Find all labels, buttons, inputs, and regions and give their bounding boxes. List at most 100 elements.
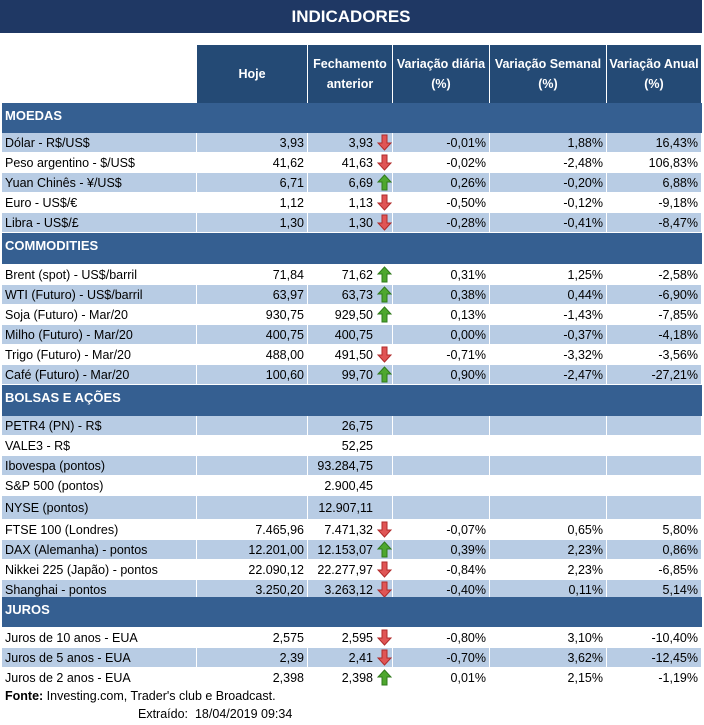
cell-label: Libra - US$/£	[2, 213, 197, 232]
arrow-down-icon	[376, 520, 393, 539]
cell-fech: 52,25	[341, 438, 373, 453]
cell-dia: -0,50%	[393, 193, 490, 212]
cell-ano: 0,86%	[607, 540, 702, 559]
cell-sem	[490, 496, 607, 519]
cell-sem: 3,10%	[490, 628, 607, 647]
arrow-up-icon	[376, 173, 393, 192]
arrow-up-icon	[376, 265, 393, 284]
arrow-cell	[376, 496, 393, 519]
arrow-up-icon	[376, 365, 393, 384]
cell-label: Shanghai - pontos	[2, 580, 197, 599]
header-variacao-diaria: Variação diária (%)	[393, 45, 490, 103]
arrow-cell	[376, 456, 393, 475]
table-row: Yuan Chinês - ¥/US$ 6,71 6,69 0,26% -0,20% 6,…	[2, 173, 702, 192]
cell-label: Soja (Futuro) - Mar/20	[2, 305, 197, 324]
cell-dia: -0,02%	[393, 153, 490, 172]
cell-dia: -0,40%	[393, 580, 490, 599]
cell-sem: 0,44%	[490, 285, 607, 304]
cell-hoje: 3.250,20	[197, 580, 308, 599]
cell-dia: -0,28%	[393, 213, 490, 232]
table-row: Shanghai - pontos 3.250,20 3.263,12 -0,40% 0…	[2, 580, 702, 599]
table-row: Ibovespa (pontos) 93.284,75	[2, 456, 702, 475]
cell-label: Juros de 10 anos - EUA	[2, 628, 197, 647]
cell-sem: 2,23%	[490, 560, 607, 579]
cell-ano: -10,40%	[607, 628, 702, 647]
cell-dia: 0,31%	[393, 265, 490, 284]
cell-sem: -0,41%	[490, 213, 607, 232]
cell-sem	[490, 416, 607, 435]
arrow-cell	[376, 325, 393, 344]
cell-dia: -0,07%	[393, 520, 490, 539]
cell-label: FTSE 100 (Londres)	[2, 520, 197, 539]
cell-hoje	[197, 496, 308, 519]
cell-hoje: 12.201,00	[197, 540, 308, 559]
cell-ano: -6,90%	[607, 285, 702, 304]
cell-sem: -0,37%	[490, 325, 607, 344]
cell-ano: -9,18%	[607, 193, 702, 212]
arrow-cell	[376, 476, 393, 495]
cell-fech: 2.900,45	[324, 478, 373, 493]
cell-sem	[490, 476, 607, 495]
cell-fech: 2,595	[341, 630, 373, 645]
cell-fech: 6,69	[308, 173, 376, 192]
cell-label: Milho (Futuro) - Mar/20	[2, 325, 197, 344]
table-row: Café (Futuro) - Mar/20 100,60 99,70 0,90% -2…	[2, 365, 702, 384]
cell-dia	[393, 436, 490, 455]
cell-hoje: 2,575	[197, 628, 308, 647]
arrow-up-icon	[376, 668, 393, 687]
cell-ano: -8,47%	[607, 213, 702, 232]
arrow-up-icon	[376, 305, 393, 324]
arrow-down-icon	[376, 648, 393, 667]
table-row: Soja (Futuro) - Mar/20 930,75 929,50 0,13% -…	[2, 305, 702, 324]
cell-sem: 1,25%	[490, 265, 607, 284]
header-variacao-semanal: Variação Semanal (%)	[490, 45, 607, 103]
table-row: Juros de 10 anos - EUA 2,575 2,595 -0,80% 3,…	[2, 628, 702, 647]
table-row: VALE3 - R$ 52,25	[2, 436, 702, 455]
cell-hoje	[197, 476, 308, 495]
cell-hoje: 6,71	[197, 173, 308, 192]
cell-hoje	[197, 456, 308, 475]
cell-fech: 99,70	[308, 365, 376, 384]
table-row: FTSE 100 (Londres) 7.465,96 7.471,32 -0,07%…	[2, 520, 702, 539]
arrow-down-icon	[376, 580, 393, 599]
footer-source: Fonte: Investing.com, Trader's club e Br…	[5, 689, 276, 703]
cell-sem: 0,65%	[490, 520, 607, 539]
table-row: Juros de 5 anos - EUA 2,39 2,41 -0,70% 3,62%…	[2, 648, 702, 667]
cell-dia: -0,70%	[393, 648, 490, 667]
cell-ano: 5,80%	[607, 520, 702, 539]
source-label: Fonte:	[5, 689, 44, 703]
cell-hoje: 71,84	[197, 265, 308, 284]
cell-dia	[393, 456, 490, 475]
cell-sem: 2,23%	[490, 540, 607, 559]
table-row: WTI (Futuro) - US$/barril 63,97 63,73 0,38%…	[2, 285, 702, 304]
cell-label: Juros de 5 anos - EUA	[2, 648, 197, 667]
cell-label: PETR4 (PN) - R$	[2, 416, 197, 435]
cell-hoje: 930,75	[197, 305, 308, 324]
cell-ano: 16,43%	[607, 133, 702, 152]
cell-dia: -0,84%	[393, 560, 490, 579]
cell-sem: -0,12%	[490, 193, 607, 212]
cell-hoje: 63,97	[197, 285, 308, 304]
cell-label: Brent (spot) - US$/barril	[2, 265, 197, 284]
cell-hoje: 41,62	[197, 153, 308, 172]
cell-sem	[490, 456, 607, 475]
cell-ano: -12,45%	[607, 648, 702, 667]
cell-fech: 41,63	[341, 155, 373, 170]
cell-fech: 3,93	[308, 133, 376, 152]
source-text: Investing.com, Trader's club e Broadcast…	[43, 689, 276, 703]
table-row: Trigo (Futuro) - Mar/20 488,00 491,50 -0,71…	[2, 345, 702, 364]
cell-fech: 1,13	[348, 195, 373, 210]
footer-extracted: Extraído: 18/04/2019 09:34	[138, 707, 292, 721]
header-variacao-anual: Variação Anual (%)	[607, 45, 702, 103]
cell-ano: 6,88%	[607, 173, 702, 192]
cell-hoje: 100,60	[197, 365, 308, 384]
cell-label: Juros de 2 anos - EUA	[2, 668, 197, 687]
cell-label: Euro - US$/€	[2, 193, 197, 212]
cell-dia: 0,01%	[393, 668, 490, 687]
table-row: Libra - US$/£ 1,30 1,30 -0,28% -0,41% -8,47%	[2, 213, 702, 232]
cell-label: NYSE (pontos)	[2, 496, 197, 519]
arrow-up-icon	[376, 285, 393, 304]
cell-fech: 2,41	[308, 648, 376, 667]
cell-ano: 106,83%	[607, 153, 702, 172]
cell-ano: -4,18%	[607, 325, 702, 344]
